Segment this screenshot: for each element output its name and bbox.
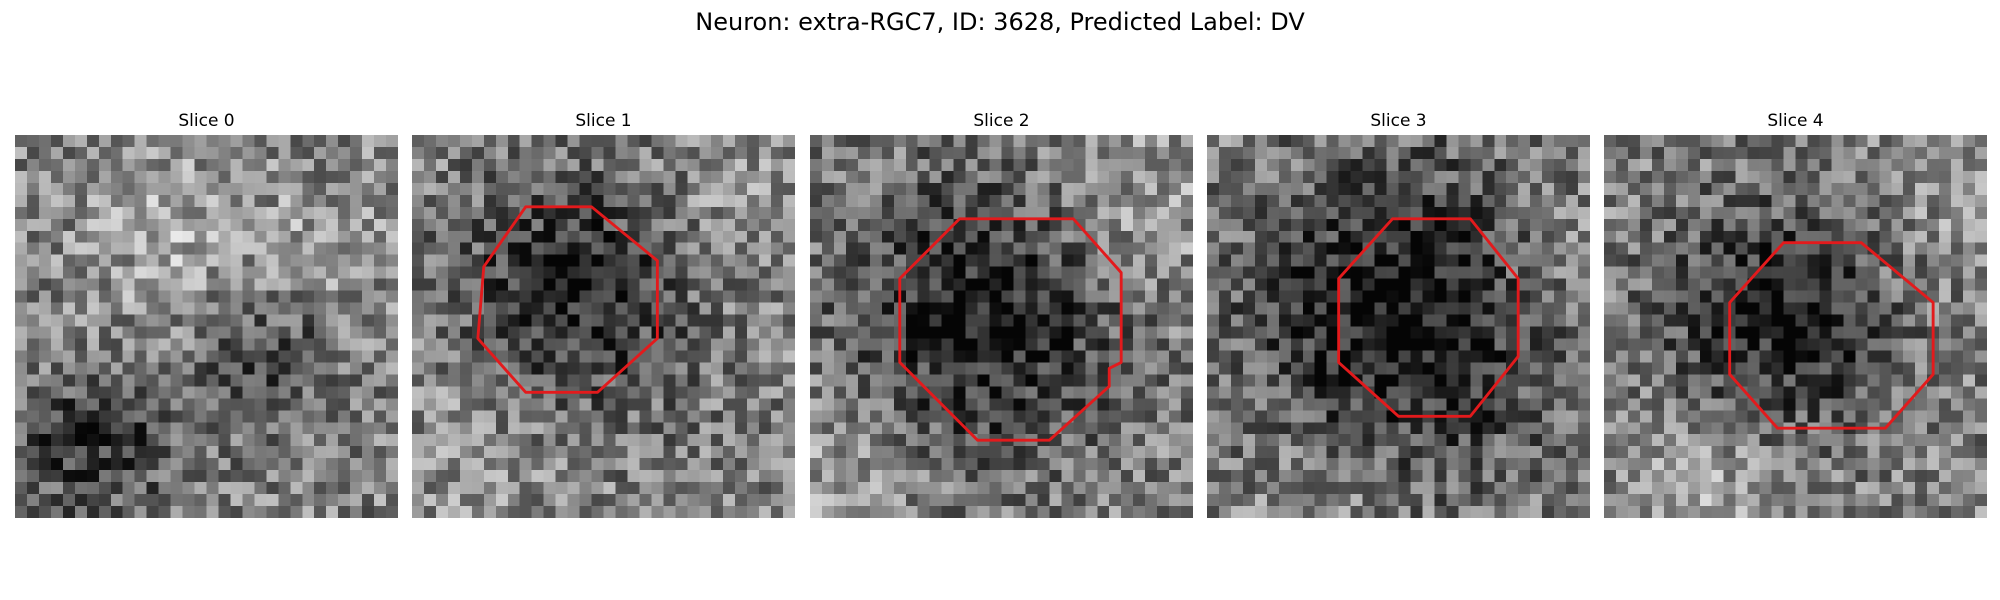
roi-outline-1 bbox=[476, 205, 659, 394]
figure-title: Neuron: extra-RGC7, ID: 3628, Predicted … bbox=[695, 8, 1305, 36]
slice-title-1: Slice 1 bbox=[575, 111, 632, 131]
slice-image-2 bbox=[810, 135, 1193, 518]
roi-outline-4 bbox=[1728, 241, 1935, 430]
roi-outline-2 bbox=[898, 217, 1123, 442]
slice-title-0: Slice 0 bbox=[178, 111, 235, 131]
slice-title-4: Slice 4 bbox=[1767, 111, 1824, 131]
slice-image-0 bbox=[15, 135, 398, 518]
slice-image-3 bbox=[1207, 135, 1590, 518]
roi-outline-3 bbox=[1337, 217, 1520, 418]
slice-image-4 bbox=[1604, 135, 1987, 518]
slice-title-2: Slice 2 bbox=[973, 111, 1030, 131]
slice-title-3: Slice 3 bbox=[1370, 111, 1427, 131]
slice-image-1 bbox=[412, 135, 795, 518]
